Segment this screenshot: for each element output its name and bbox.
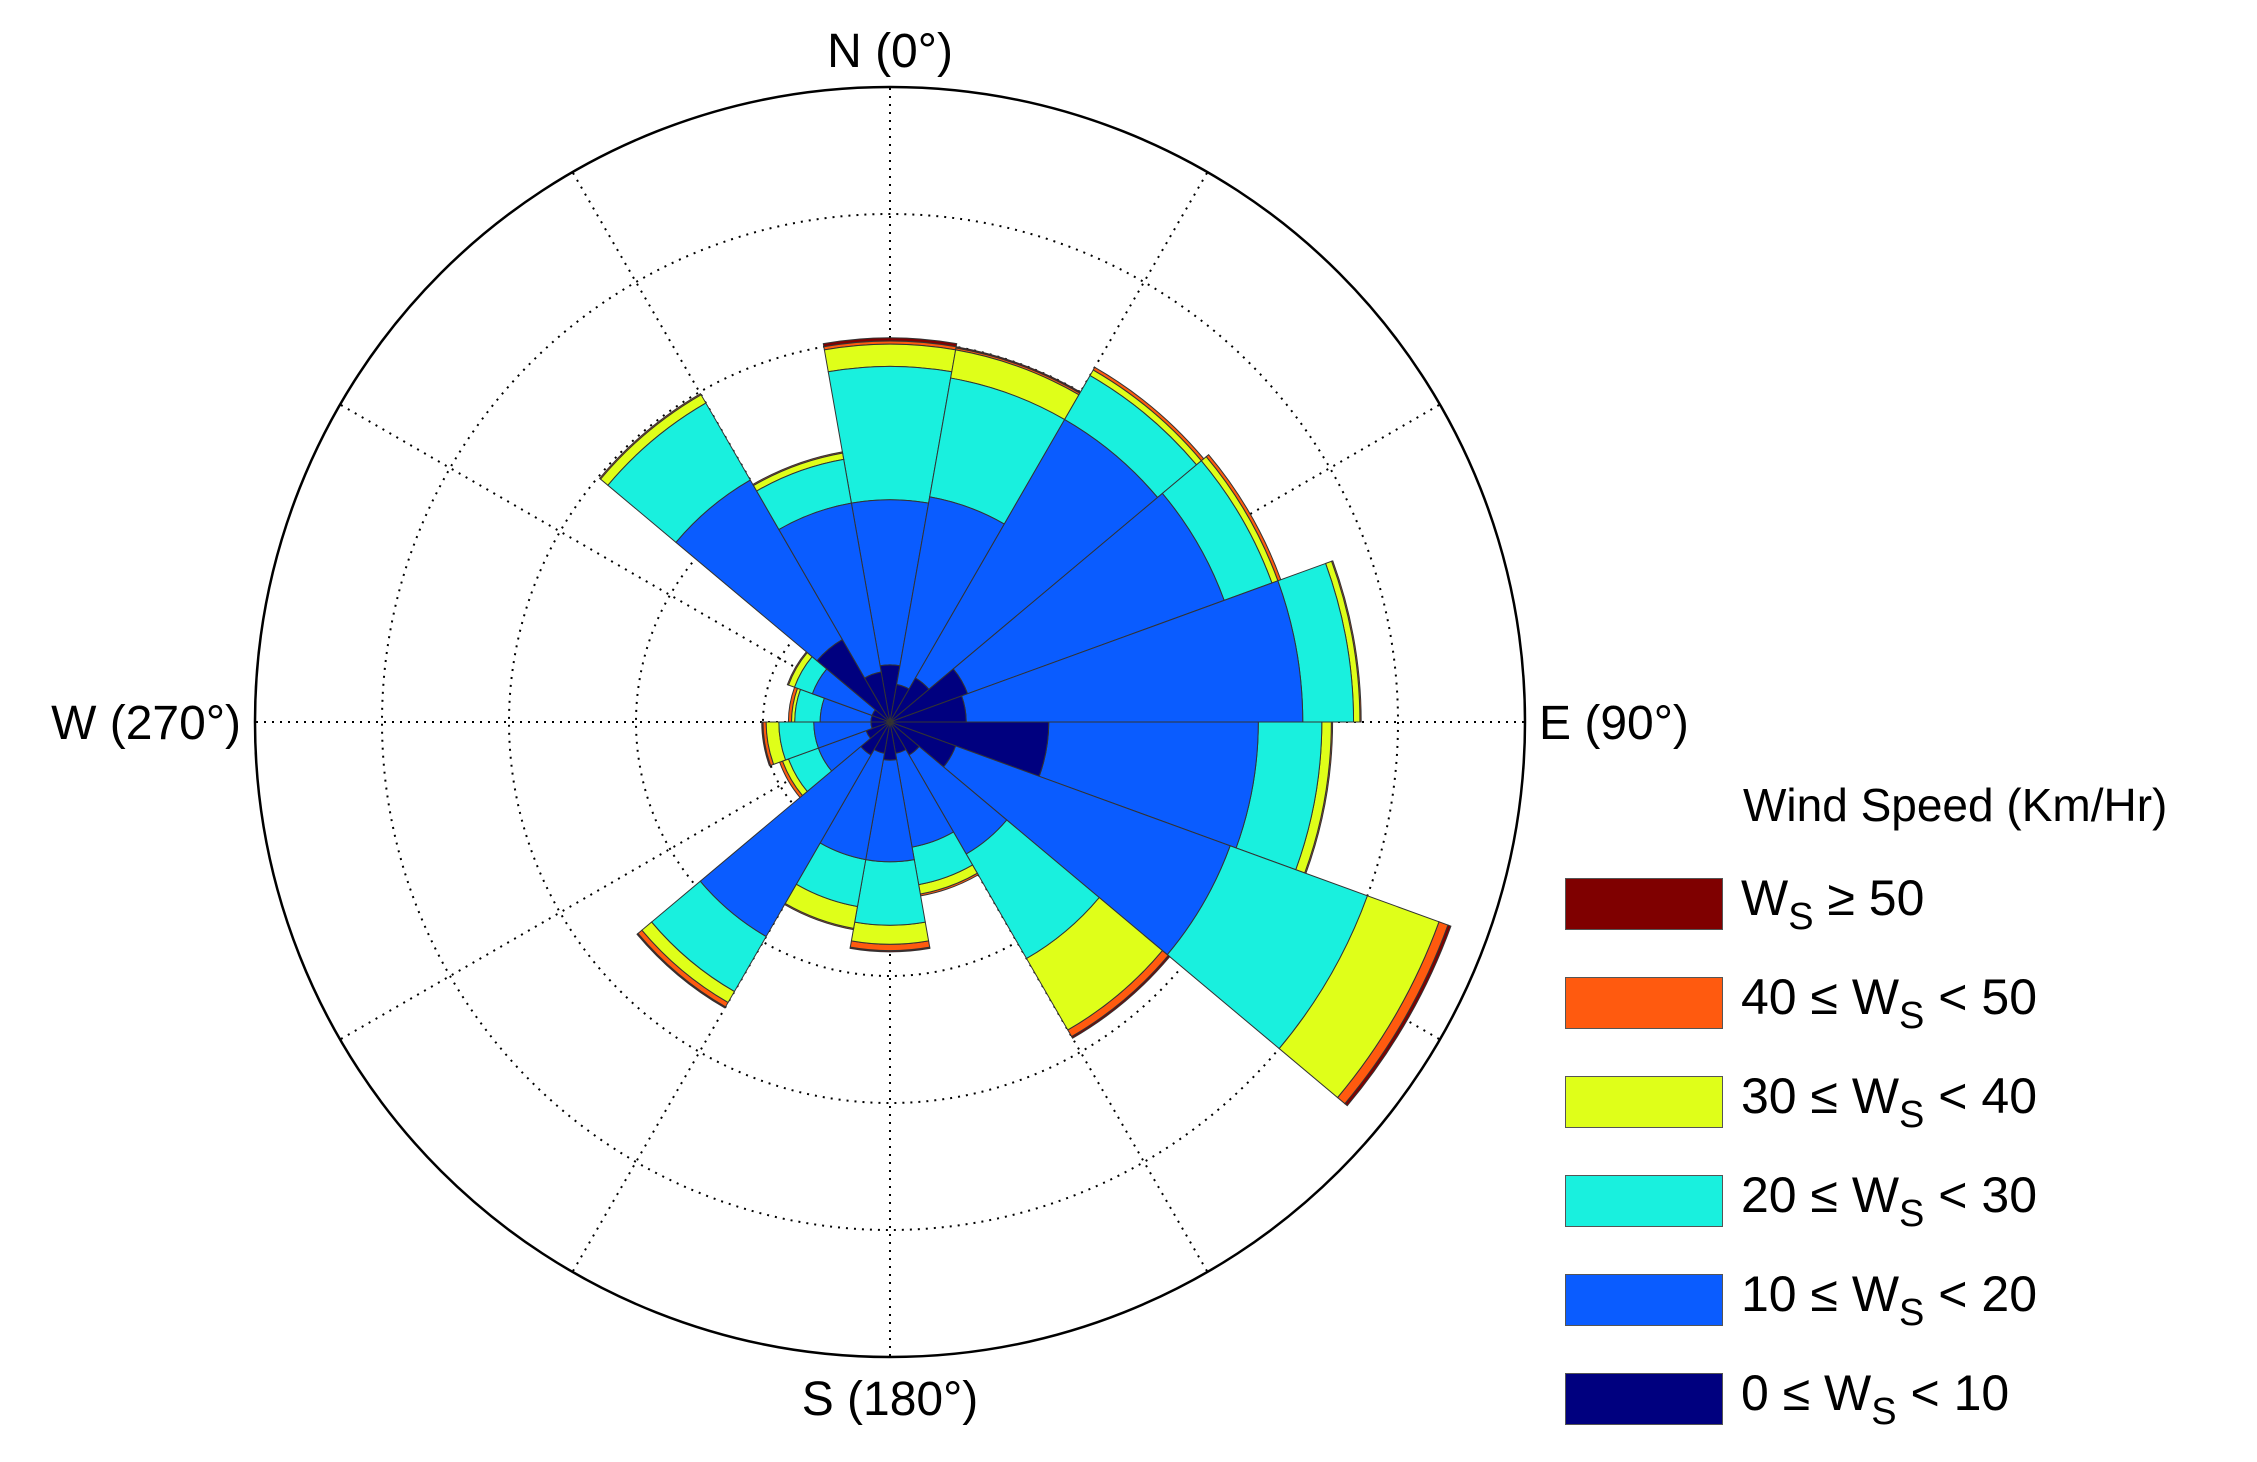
legend-item: WS ≥ 50 bbox=[1565, 854, 2245, 953]
legend: Wind Speed (Km/Hr) WS ≥ 50 40 ≤ WS < 50 30… bbox=[1565, 778, 2245, 1448]
polar-outline bbox=[253, 85, 1527, 1359]
polar-axis bbox=[253, 85, 1527, 1359]
legend-swatch bbox=[1565, 1273, 1723, 1326]
legend-swatch bbox=[1565, 976, 1723, 1029]
direction-label: S (180°) bbox=[802, 1373, 979, 1426]
direction-label: N (0°) bbox=[827, 25, 953, 78]
legend-item: 30 ≤ WS < 40 bbox=[1565, 1052, 2245, 1151]
legend-label: 40 ≤ WS < 50 bbox=[1741, 968, 2038, 1037]
legend-items: WS ≥ 50 40 ≤ WS < 50 30 ≤ WS < 40 20 ≤ WS <… bbox=[1565, 854, 2245, 1448]
legend-swatch bbox=[1565, 1372, 1723, 1425]
legend-swatch bbox=[1565, 1075, 1723, 1128]
legend-label: WS ≥ 50 bbox=[1741, 869, 1925, 938]
legend-label: 20 ≤ WS < 30 bbox=[1741, 1166, 2038, 1235]
legend-item: 10 ≤ WS < 20 bbox=[1565, 1250, 2245, 1349]
wind-bar-segment bbox=[863, 671, 891, 723]
direction-label: W (270°) bbox=[51, 697, 241, 750]
legend-item: 0 ≤ WS < 10 bbox=[1565, 1349, 2245, 1448]
direction-labels: N (0°) E (90°) S (180°) W (270°) bbox=[51, 25, 1689, 1426]
direction-label: E (90°) bbox=[1539, 697, 1689, 750]
legend-label: 10 ≤ WS < 20 bbox=[1741, 1265, 2038, 1334]
legend-title: Wind Speed (Km/Hr) bbox=[1743, 779, 2168, 831]
legend-swatch bbox=[1565, 1174, 1723, 1227]
legend-item: 20 ≤ WS < 30 bbox=[1565, 1151, 2245, 1250]
legend-swatch bbox=[1565, 877, 1723, 930]
wind-bars bbox=[598, 337, 1452, 1107]
wind-bar-segment bbox=[854, 858, 926, 926]
legend-item: 40 ≤ WS < 50 bbox=[1565, 953, 2245, 1052]
legend-label: 30 ≤ WS < 40 bbox=[1741, 1067, 2038, 1136]
legend-label: 0 ≤ WS < 10 bbox=[1741, 1364, 2010, 1433]
grid-ring bbox=[381, 213, 1399, 1231]
